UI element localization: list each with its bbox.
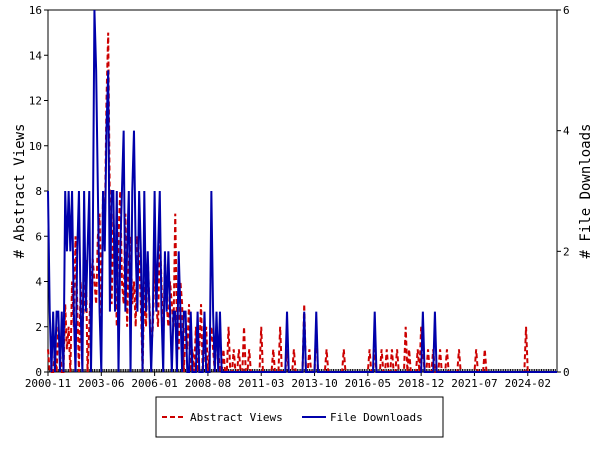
- series-line: [47, 9, 557, 373]
- x-tick-label: 2008-08: [185, 377, 231, 390]
- x-tick-label: 2018-12: [398, 377, 444, 390]
- y-axis-label: # Abstract Views: [12, 124, 28, 259]
- x-tick-label: 2021-07: [451, 377, 497, 390]
- y-tick-label: 2: [35, 321, 42, 334]
- y-tick-label: 10: [29, 140, 42, 153]
- y-tick-label: 0: [35, 366, 42, 379]
- y2-tick-label: 2: [563, 245, 570, 258]
- y-tick-label: 6: [35, 230, 42, 243]
- y2-tick-label: 0: [563, 366, 570, 379]
- y-tick-label: 12: [29, 95, 42, 108]
- x-tick-label: 2003-06: [78, 377, 124, 390]
- y-tick-label: 8: [35, 185, 42, 198]
- x-tick-label: 2024-02: [505, 377, 551, 390]
- legend-label: Abstract Views: [190, 411, 283, 424]
- y2-tick-label: 6: [563, 4, 570, 17]
- y2-tick-label: 4: [563, 125, 570, 138]
- legend-label: File Downloads: [330, 411, 423, 424]
- x-tick-label: 2011-03: [238, 377, 284, 390]
- x-tick-label: 2016-05: [345, 377, 391, 390]
- y-tick-label: 16: [29, 4, 42, 17]
- y-tick-label: 14: [29, 49, 43, 62]
- legend: [155, 396, 444, 438]
- x-tick-label: 2006-01: [131, 377, 177, 390]
- y-tick-label: 4: [35, 276, 42, 289]
- x-tick-label: 2013-10: [291, 377, 337, 390]
- y2-axis-label: # File Downloads: [578, 124, 594, 259]
- x-tick-label: 2000-11: [25, 377, 71, 390]
